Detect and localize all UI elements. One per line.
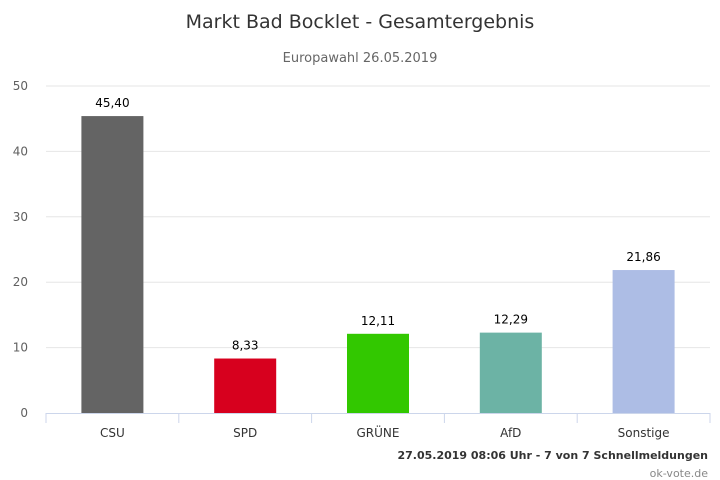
bar-grüne (347, 333, 409, 413)
data-labels: 45,40 8,33 12,11 12,29 21,86 (95, 96, 661, 352)
bar-csu (81, 116, 144, 414)
y-tick-label: 30 (13, 210, 28, 224)
x-axis: CSU SPD GRÜNE AfD Sonstige (45, 413, 711, 440)
y-tick-label: 40 (13, 144, 28, 158)
data-label: 12,29 (494, 313, 528, 327)
bars (81, 116, 675, 414)
footer-status: 27.05.2019 08:06 Uhr - 7 von 7 Schnellme… (397, 449, 708, 462)
chart-subtitle: Europawahl 26.05.2019 (283, 51, 438, 66)
bar-sonstige (612, 270, 675, 413)
y-tick-label: 50 (13, 79, 28, 93)
y-tick-label: 20 (13, 275, 28, 289)
y-tick-label: 0 (20, 406, 28, 420)
data-label: 12,11 (361, 314, 395, 328)
footer-credit: ok-vote.de (650, 467, 709, 480)
y-tick-label: 10 (13, 341, 28, 355)
x-tick-label: CSU (100, 426, 125, 440)
x-tick-label: SPD (233, 426, 257, 440)
x-tick-label: Sonstige (618, 426, 670, 440)
bar-afd (479, 332, 542, 413)
data-label: 21,86 (626, 250, 660, 264)
data-label: 8,33 (232, 339, 259, 353)
chart-title: Markt Bad Bocklet - Gesamtergebnis (186, 11, 535, 33)
y-axis-ticks: 0 10 20 30 40 50 (13, 79, 28, 420)
grid-lines (46, 85, 710, 349)
data-label: 45,40 (95, 96, 129, 110)
bar-spd (214, 358, 277, 413)
x-tick-label: AfD (500, 426, 521, 440)
x-tick-label: GRÜNE (357, 424, 400, 440)
